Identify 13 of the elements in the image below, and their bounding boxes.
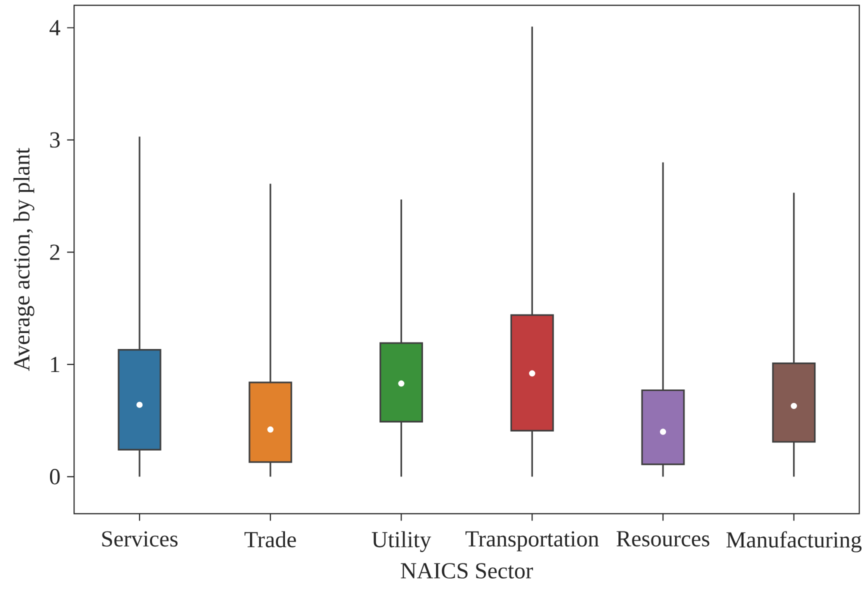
x-tick-label: Services	[102, 531, 178, 547]
x-tick-label: Utility	[372, 531, 432, 552]
y-tick-label: 1	[51, 356, 60, 372]
x-tick-label: Transportation	[466, 531, 599, 552]
x-tick-label: Manufacturing	[726, 531, 862, 552]
x-tick-label: Trade	[244, 531, 296, 548]
y-tick-label: 0	[50, 468, 60, 484]
y-tick-label: 4	[50, 20, 60, 36]
x-axis-title: NAICS Sector	[400, 563, 533, 579]
x-tick-label: Resources	[616, 531, 710, 546]
y-axis-title: Average action, by plant	[13, 148, 34, 372]
y-tick-label: 2	[50, 244, 60, 260]
y-tick-label: 3	[50, 132, 60, 148]
